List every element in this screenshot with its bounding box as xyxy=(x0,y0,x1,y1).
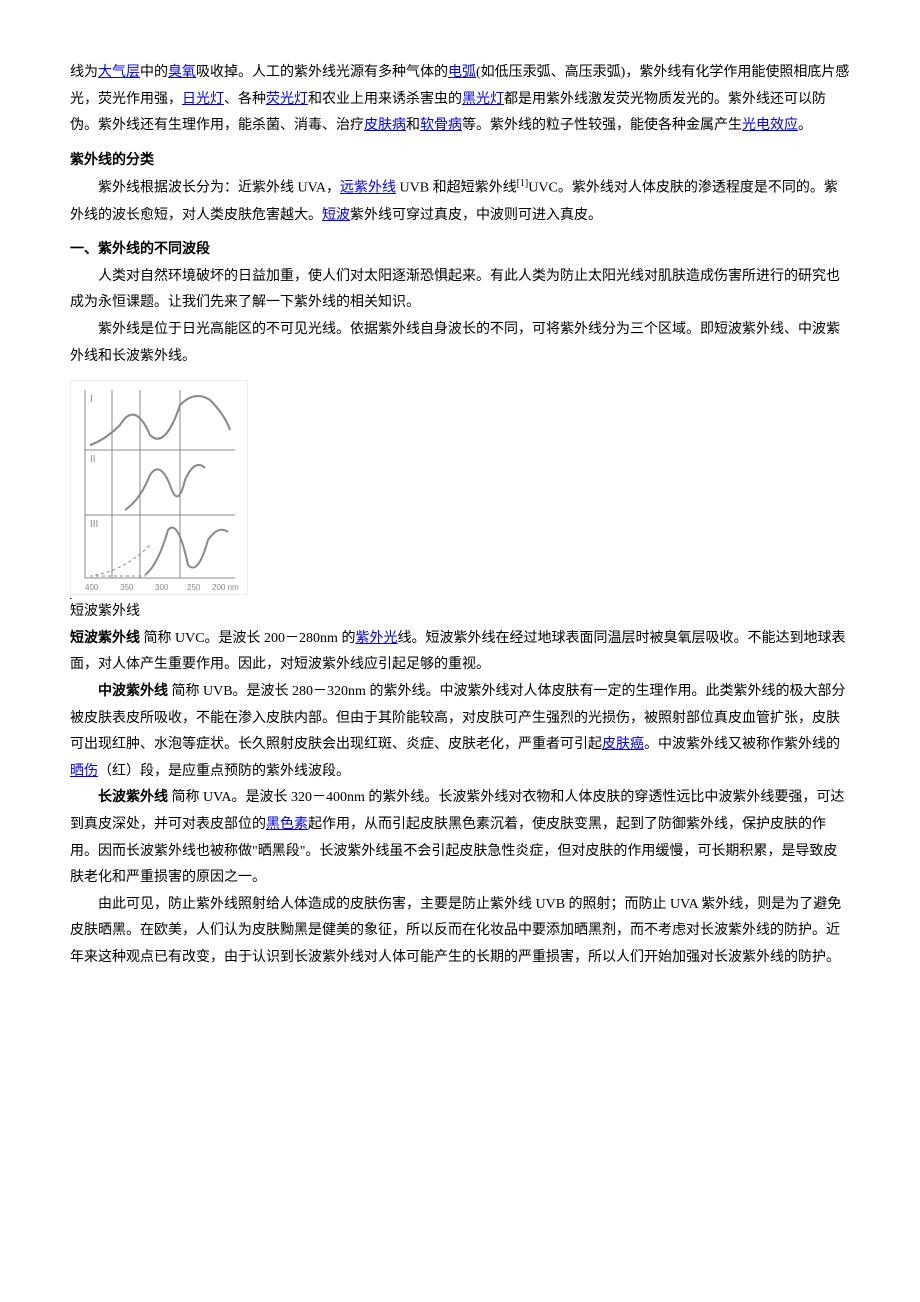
link-photoelectric[interactable]: 光电效应 xyxy=(742,118,798,133)
svg-text:400: 400 xyxy=(85,583,99,592)
intro-text-1: 线为 xyxy=(70,65,98,80)
class-text-2: UVB 和超短紫外线 xyxy=(396,181,517,196)
link-skin-disease[interactable]: 皮肤病 xyxy=(364,118,406,133)
class-text-1: 紫外线根据波长分为：近紫外线 UVA， xyxy=(98,181,340,196)
bands-p1: 人类对自然环境破坏的日益加重，使人们对太阳逐渐恐惧起来。有此人类为防止太阳光线对… xyxy=(70,264,850,317)
link-melanin[interactable]: 黑色素 xyxy=(266,817,308,832)
uva-paragraph: 长波紫外线 简称 UVA。是波长 320－400nm 的紫外线。长波紫外线对衣物… xyxy=(70,785,850,891)
link-rickets[interactable]: 软骨病 xyxy=(420,118,462,133)
uvb-text-3: （红）段，是应重点预防的紫外线波段。 xyxy=(98,764,350,779)
footnote-ref-1: [1] xyxy=(517,178,529,189)
intro-text-9: 等。紫外线的粒子性较强，能使各种金属产生 xyxy=(462,118,742,133)
link-atmosphere[interactable]: 大气层 xyxy=(98,65,140,80)
svg-text:II: II xyxy=(90,454,96,465)
link-fluorescent-lamp[interactable]: 日光灯 xyxy=(182,92,224,107)
uvb-label: 中波紫外线 xyxy=(98,684,168,699)
uvc-text-1: 简称 UVC。是波长 200－280nm 的 xyxy=(140,631,355,646)
uv-bands-diagram: I II III 400 350 300 250 200 nm xyxy=(70,380,850,599)
svg-text:300: 300 xyxy=(155,583,169,592)
class-text-4: 紫外线可穿过真皮，中波则可进入真皮。 xyxy=(350,208,602,223)
conclusion-paragraph: 由此可见，防止紫外线照射给人体造成的皮肤伤害，主要是防止紫外线 UVB 的照射；… xyxy=(70,892,850,972)
classification-paragraph: 紫外线根据波长分为：近紫外线 UVA，远紫外线 UVB 和超短紫外线[1]UVC… xyxy=(70,174,850,229)
svg-text:350: 350 xyxy=(120,583,134,592)
bands-p2: 紫外线是位于日光高能区的不可见光线。依据紫外线自身波长的不同，可将紫外线分为三个… xyxy=(70,317,850,370)
classification-title: 紫外线的分类 xyxy=(70,148,850,175)
intro-text-5: 、各种 xyxy=(224,92,266,107)
link-uv-light[interactable]: 紫外光 xyxy=(355,631,397,646)
uvc-label: 短波紫外线 xyxy=(70,631,140,646)
svg-text:250: 250 xyxy=(187,583,201,592)
intro-text-end: 。 xyxy=(798,118,812,133)
intro-text-8: 和 xyxy=(406,118,420,133)
link-ozone[interactable]: 臭氧 xyxy=(168,65,196,80)
link-sunburn[interactable]: 晒伤 xyxy=(70,764,98,779)
link-fluorescent-light[interactable]: 荧光灯 xyxy=(266,92,308,107)
link-far-uv[interactable]: 远紫外线 xyxy=(340,181,396,196)
svg-text:200 nm: 200 nm xyxy=(212,583,239,592)
link-skin-cancer[interactable]: 皮肤癌 xyxy=(602,737,644,752)
intro-text-6: 和农业上用来诱杀害虫的 xyxy=(308,92,462,107)
intro-paragraph: 线为大气层中的臭氧吸收掉。人工的紫外线光源有多种气体的电弧(如低压汞弧、高压汞弧… xyxy=(70,60,850,140)
bands-title: 一、紫外线的不同波段 xyxy=(70,237,850,264)
svg-text:III: III xyxy=(90,519,98,530)
link-blacklight[interactable]: 黑光灯 xyxy=(462,92,504,107)
uvc-paragraph: 短波紫外线 简称 UVC。是波长 200－280nm 的紫外光线。短波紫外线在经… xyxy=(70,626,850,679)
intro-text-3: 吸收掉。人工的紫外线光源有多种气体的 xyxy=(196,65,448,80)
link-shortwave[interactable]: 短波 xyxy=(322,208,350,223)
svg-text:I: I xyxy=(90,394,93,405)
uva-label: 长波紫外线 xyxy=(98,790,168,805)
diagram-caption: 短波紫外线 xyxy=(70,599,850,626)
uvb-paragraph: 中波紫外线 简称 UVB。是波长 280－320nm 的紫外线。中波紫外线对人体… xyxy=(70,679,850,785)
link-arc[interactable]: 电弧 xyxy=(448,65,476,80)
intro-text-2: 中的 xyxy=(140,65,168,80)
uvb-text-2: 。中波紫外线又被称作紫外线的 xyxy=(644,737,840,752)
